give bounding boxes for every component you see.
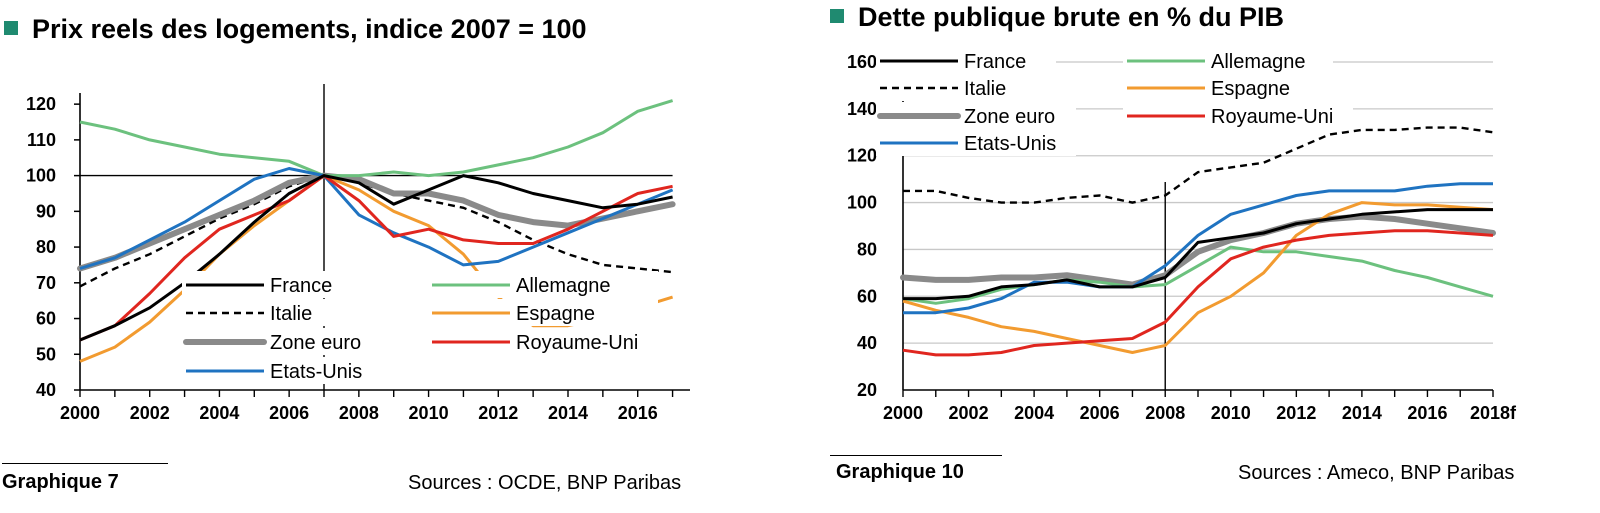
legend-label: Etats-Unis [964, 133, 1056, 155]
chart-panel-public-debt: Dette publique brute en % du PIB 20 40 60 8… [820, 0, 1600, 513]
legend-item-espagne: Espagne [428, 299, 658, 326]
y-tick-label: 110 [27, 130, 56, 150]
legend-background [182, 299, 352, 326]
legend-label: Royaume-Uni [516, 332, 638, 354]
legend-item-zone-euro: Zone euro [876, 102, 1076, 129]
y-tick-label: 50 [36, 344, 56, 364]
y-tick-label: 60 [857, 286, 877, 306]
x-tick-label: 2016 [1407, 403, 1447, 423]
legend-label: Etats-Unis [270, 361, 362, 383]
y-tick-label: 60 [36, 309, 56, 329]
legend-item-etats-unis: Etats-Unis [876, 129, 1076, 156]
x-tick-label: 2014 [548, 403, 588, 423]
legend-item-italie: Italie [876, 74, 1056, 101]
legend-label: Espagne [516, 303, 595, 325]
title-marker-icon [830, 8, 844, 23]
legend-item-france: France [876, 47, 1056, 74]
x-tick-label: 2010 [1211, 403, 1251, 423]
legend-label: France [964, 51, 1026, 73]
legend-label: Zone euro [964, 106, 1055, 128]
legend-label: Allemagne [1211, 51, 1306, 73]
x-tick-label: 2004 [1014, 403, 1054, 423]
series-line-france [903, 208, 1493, 301]
y-tick-label: 100 [847, 193, 877, 213]
y-tick-label: 120 [26, 94, 56, 114]
legend-label: Italie [964, 78, 1006, 100]
chart-panel-house-prices: Prix reels des logements, indice 2007 = … [0, 0, 780, 513]
x-tick-label: 2000 [883, 403, 923, 423]
legend-label: Italie [270, 303, 312, 325]
y-tick-label: 40 [36, 380, 56, 400]
chart-svg-house-prices: 40 50 60 70 80 90 100 110 120 2000 2002 2004 2006 200… [26, 84, 690, 423]
x-tick-label: 2006 [269, 403, 309, 423]
series-line-royaume-uni [79, 174, 673, 342]
legend-item-allemagne: Allemagne [428, 271, 658, 298]
chart-title: Dette publique brute en % du PIB [830, 2, 1284, 33]
sources-text: Sources : Ameco, BNP Paribas [1238, 462, 1515, 484]
series-line-etats-unis [903, 182, 1493, 315]
legend-item-etats-unis: Etats-Unis [182, 357, 382, 384]
legend-item-allemagne: Allemagne [1123, 47, 1333, 74]
series-line-italie [903, 126, 1494, 204]
y-tick-label: 40 [857, 333, 877, 353]
x-tick-label: 2012 [478, 403, 518, 423]
footer-rule [830, 455, 1002, 456]
x-tick-label: 2002 [949, 403, 989, 423]
legend-item-france: France [182, 271, 352, 298]
legend-label: Espagne [1211, 78, 1290, 100]
x-tick-label: 2014 [1342, 403, 1382, 423]
legend-item-italie: Italie [182, 299, 352, 326]
x-tick-label: 2002 [130, 403, 170, 423]
y-tick-label: 80 [36, 237, 56, 257]
series-line-allemagne [902, 245, 1494, 305]
x-tick-label: 2018f [1470, 403, 1517, 423]
legend-label: France [270, 275, 332, 297]
series-line-zone-euro [900, 213, 1496, 288]
series-line-etats-unis [79, 167, 674, 270]
series-line-royaume-uni [902, 229, 1494, 357]
legend-item-royaume-uni: Royaume-Uni [1123, 102, 1353, 129]
sources-text: Sources : OCDE, BNP Paribas [408, 472, 682, 494]
y-tick-label: 160 [847, 52, 877, 72]
chart-title-text: Dette publique brute en % du PIB [858, 2, 1285, 32]
figure-label: Graphique 7 [2, 471, 119, 493]
series-line-espagne [902, 201, 1494, 354]
x-tick-label: 2012 [1276, 403, 1316, 423]
x-tick-label: 2010 [409, 403, 449, 423]
x-tick-label: 2000 [60, 403, 100, 423]
y-tick-label: 100 [26, 166, 56, 186]
x-tick-label: 2004 [199, 403, 239, 423]
x-tick-label: 2016 [618, 403, 658, 423]
y-tick-label: 120 [847, 146, 877, 166]
series-line-italie [79, 174, 673, 288]
legend-label: Allemagne [516, 275, 611, 297]
legend-item-espagne: Espagne [1123, 74, 1333, 101]
series-line-france [79, 174, 673, 342]
series-line-allemagne [79, 99, 674, 178]
y-tick-label: 140 [847, 99, 877, 119]
y-tick-label: 80 [857, 239, 877, 259]
legend-item-royaume-uni: Royaume-Uni [428, 328, 668, 355]
y-tick-label: 20 [857, 380, 877, 400]
legend-item-zone-euro: Zone euro [182, 328, 382, 355]
figure-label: Graphique 10 [836, 461, 964, 483]
x-tick-label: 2008 [339, 403, 379, 423]
chart-svg-public-debt: 20 40 60 80 100 120 140 160 2000 2002 2004 2006 2008… [847, 47, 1517, 423]
x-tick-label: 2008 [1145, 403, 1185, 423]
footer-rule [2, 463, 168, 464]
legend-label: Royaume-Uni [1211, 106, 1333, 128]
y-tick-label: 90 [36, 201, 56, 221]
x-tick-label: 2006 [1080, 403, 1120, 423]
y-tick-label: 70 [36, 273, 56, 293]
title-marker-icon [4, 20, 18, 35]
series-line-zone-euro [77, 172, 676, 272]
chart-title: Prix reels des logements, indice 2007 = … [4, 14, 587, 45]
chart-title-text: Prix reels des logements, indice 2007 = … [32, 14, 587, 44]
legend-label: Zone euro [270, 332, 361, 354]
